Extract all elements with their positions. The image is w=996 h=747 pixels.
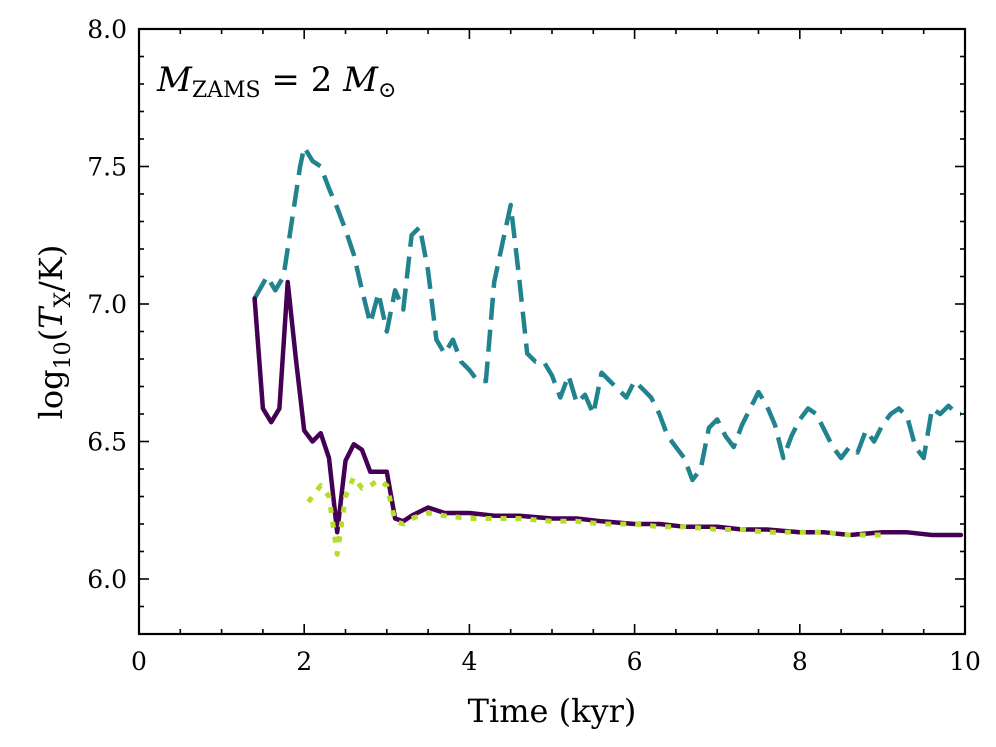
x-tick-label: 6 <box>627 647 643 676</box>
x-tick-label: 2 <box>296 647 312 676</box>
y-tick-label: 8.0 <box>87 15 127 44</box>
ticks-layer: 0 2 4 6 8 10 6.0 6.5 7.0 7.5 8.0 <box>87 15 981 676</box>
x-tick-label: 0 <box>131 647 147 676</box>
x-axis-label: Time (kyr) <box>468 692 637 730</box>
y-tick-label: 6.0 <box>87 565 127 594</box>
x-tick-label: 4 <box>461 647 477 676</box>
y-tick-label: 7.5 <box>87 153 127 182</box>
x-tick-label: 10 <box>949 647 981 676</box>
annotation-mzams: MZAMS = 2 M⊙ <box>156 60 396 103</box>
series-line-dashed-teal <box>252 144 961 483</box>
y-axis-label: log10(TX/K) <box>32 245 76 420</box>
x-tick-label: 8 <box>792 647 808 676</box>
series-layer <box>252 144 964 557</box>
plot-frame <box>137 27 967 636</box>
y-tick-label: 7.0 <box>87 290 127 319</box>
series-line-solid-purple <box>252 279 964 538</box>
y-tick-label: 6.5 <box>87 428 127 457</box>
series-line-dotted-green <box>306 474 883 557</box>
